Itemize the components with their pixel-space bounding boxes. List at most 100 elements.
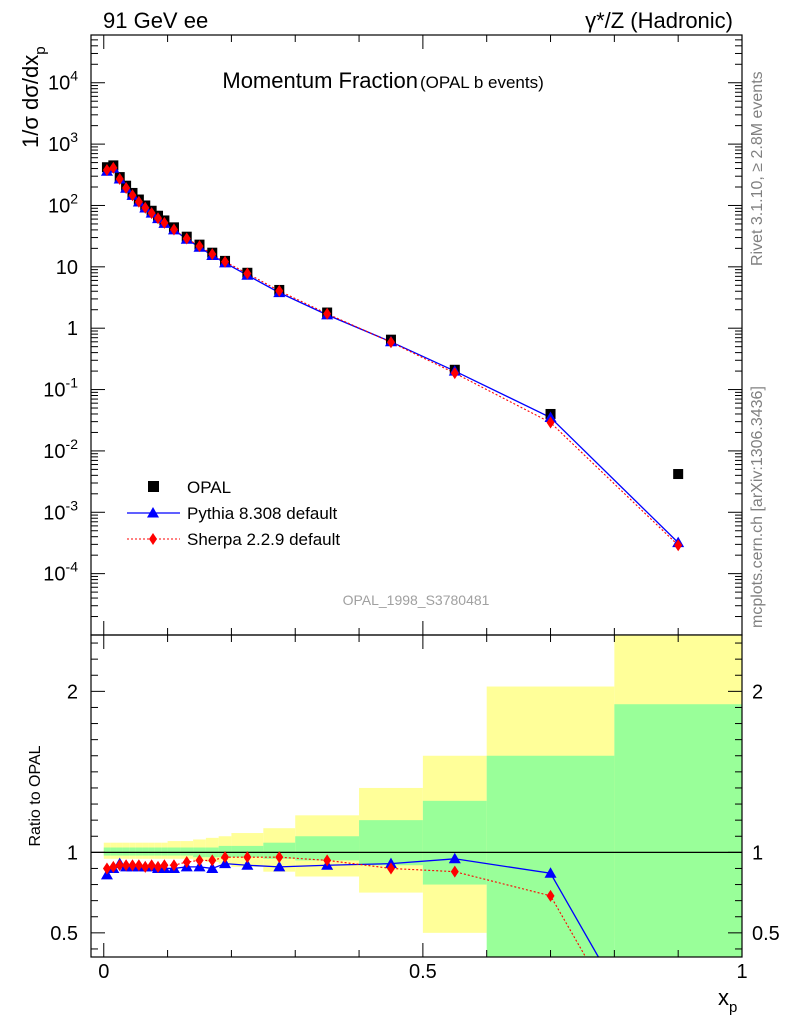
- header-left: 91 GeV ee: [103, 8, 208, 33]
- sherpa-point: [195, 240, 204, 253]
- green-band-bin: [180, 847, 194, 856]
- main-y-axis-label: 1/σ dσ/dxp: [18, 46, 49, 148]
- ratio-sherpa-point: [243, 851, 252, 864]
- sherpa-point: [169, 223, 178, 236]
- ratio-sherpa-point: [182, 856, 191, 869]
- main-plot-content: [100, 160, 685, 552]
- sherpa-point: [450, 367, 459, 380]
- green-band-bin: [110, 847, 117, 856]
- legend-label: Pythia 8.308 default: [187, 504, 338, 523]
- ratio-sherpa-point: [169, 859, 178, 872]
- sherpa-point: [154, 212, 163, 225]
- main-y-tick-label: 10-4: [43, 559, 78, 586]
- ratio-y-tick-label-right: 2: [752, 681, 763, 703]
- main-y-tick-label: 104: [48, 68, 78, 95]
- x-axis-label: x: [718, 985, 729, 1010]
- ratio-plot-panel: 0.5 0.5 1 1 2 2 0 0.5 1 Ratio to OPAL xp: [27, 634, 780, 1016]
- main-y-tick-labels: 10-4 10-3 10-2 10-1 1 10 102 103 104: [43, 68, 78, 586]
- green-band-bin: [148, 847, 155, 856]
- sherpa-point: [674, 539, 683, 552]
- ratio-sherpa-point: [195, 854, 204, 867]
- ratio-series-group: [100, 851, 599, 957]
- sherpa-point: [208, 248, 217, 261]
- x-tick-label: 0: [98, 961, 109, 983]
- x-tick-label: 0.5: [409, 961, 437, 983]
- svg-text:1/σ dσ/dxp: 1/σ dσ/dxp: [18, 46, 49, 148]
- ratio-sherpa-point: [386, 862, 395, 875]
- sherpa-point: [115, 173, 124, 186]
- ratio-y-tick-label-right: 1: [752, 842, 763, 864]
- green-band-bin: [263, 842, 296, 859]
- main-title-sub: (OPAL b events): [420, 73, 544, 92]
- ratio-y-tick-label-left: 1: [67, 842, 78, 864]
- main-y-tick-label: 1: [67, 318, 78, 340]
- ratio-sherpa-point: [154, 860, 163, 873]
- ratio-sherpa-point: [109, 860, 118, 873]
- ratio-pythia-point: [273, 860, 286, 872]
- sherpa-point: [134, 195, 143, 208]
- ratio-y-tick-label-left: 2: [67, 681, 78, 703]
- legend: OPAL Pythia 8.308 default Sherpa 2.2.9 def…: [127, 478, 340, 549]
- main-axis-ticks: [91, 34, 743, 636]
- ratio-y-tick-label-right: 0.5: [752, 923, 780, 945]
- opal-point: [673, 469, 684, 480]
- green-band-bin: [161, 847, 168, 856]
- ratio-sherpa-point: [128, 859, 137, 872]
- sherpa-point: [221, 255, 230, 268]
- sherpa-point: [141, 201, 150, 214]
- ratio-y-tick-labels: 0.5 0.5 1 1 2 2: [50, 681, 780, 945]
- sherpa-line: [106, 167, 679, 546]
- ratio-sherpa-point: [275, 851, 284, 864]
- legend-label: OPAL: [187, 478, 231, 497]
- sherpa-point: [102, 164, 111, 177]
- main-y-tick-label: 10-2: [43, 436, 78, 463]
- ratio-sherpa-point: [221, 851, 230, 864]
- ratio-axis-ticks: [91, 635, 743, 957]
- sherpa-point: [546, 416, 555, 429]
- sherpa-point: [147, 207, 156, 220]
- green-band-bin: [142, 847, 149, 856]
- ratio-sherpa-point: [450, 865, 459, 878]
- legend-pythia-marker: [147, 507, 159, 518]
- main-y-tick-label: 10-1: [43, 375, 78, 402]
- ratio-pythia-point: [206, 862, 219, 873]
- ratio-sherpa-point: [115, 859, 124, 872]
- header-right: γ*/Z (Hadronic): [585, 8, 733, 33]
- watermark: OPAL_1998_S3780481: [343, 592, 490, 608]
- x-axis-label-sub: p: [729, 999, 737, 1016]
- ratio-pythia-point: [241, 859, 254, 870]
- green-band-bin: [116, 847, 123, 856]
- ratio-plot-content: [91, 635, 742, 957]
- ratio-frame: [90, 634, 743, 958]
- ratio-sherpa-point: [147, 859, 156, 872]
- green-band-bin: [135, 847, 143, 856]
- main-y-tick-label: 10: [56, 257, 78, 279]
- ratio-sherpa-point: [208, 854, 217, 867]
- mcplots-label: mcplots.cern.ch [arXiv:1306.3436]: [749, 386, 766, 628]
- main-title: Momentum Fraction: [222, 68, 418, 93]
- green-band-bin: [167, 847, 181, 856]
- ratio-sherpa-point: [141, 860, 150, 873]
- ratio-sherpa-point: [546, 889, 555, 902]
- ratio-pythia-point: [448, 852, 461, 864]
- ratio-sherpa-point: [134, 859, 143, 872]
- green-band-bin: [129, 847, 136, 856]
- sherpa-point: [182, 232, 191, 245]
- ratio-y-axis-label: Ratio to OPAL: [27, 745, 44, 846]
- legend-opal-marker: [148, 481, 159, 492]
- green-band-bin: [486, 755, 615, 957]
- ratio-y-tick-label-left: 0.5: [50, 923, 78, 945]
- sherpa-point: [128, 189, 137, 202]
- main-ylabel-sub: p: [32, 46, 49, 54]
- ratio-sherpa-point: [102, 862, 111, 875]
- main-plot-panel: 10-4 10-3 10-2 10-1 1 10 102 103 104 Momentum Fr…: [18, 34, 743, 636]
- rivet-label: Rivet 3.1.10, ≥ 2.8M events: [749, 71, 766, 266]
- green-band-bin: [154, 847, 162, 856]
- sherpa-point: [109, 161, 118, 174]
- main-ylabel-text: 1/σ dσ/dx: [18, 55, 43, 148]
- sherpa-point: [122, 181, 131, 194]
- main-y-tick-label: 102: [48, 190, 78, 217]
- green-band-bin: [614, 704, 742, 957]
- ratio-sherpa-point: [122, 859, 131, 872]
- legend-label: Sherpa 2.2.9 default: [187, 530, 340, 549]
